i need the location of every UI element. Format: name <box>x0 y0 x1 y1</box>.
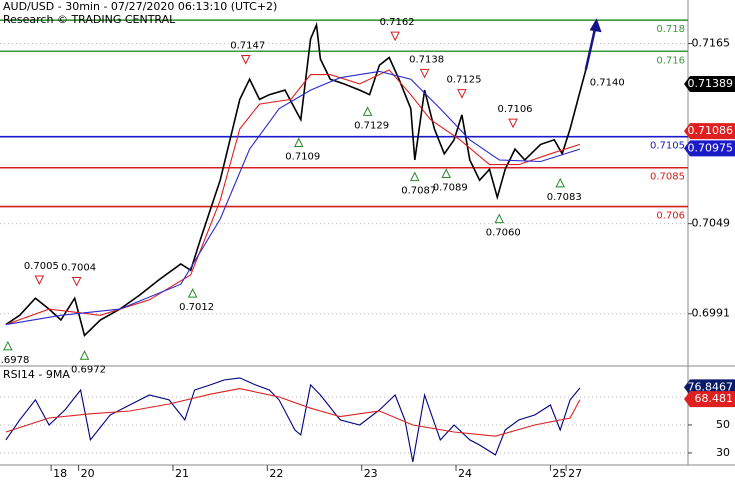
pivot-label: 0.7106 <box>498 104 533 115</box>
price-tag-label: 68.481 <box>695 392 734 405</box>
target-label: 0.7140 <box>590 77 625 88</box>
pivot-low-marker <box>3 340 13 351</box>
series-line <box>5 70 581 326</box>
y-tick-label: 30 <box>716 446 730 459</box>
chart-subtitle: Research © TRADING CENTRAL <box>3 13 176 26</box>
pivot-high-marker <box>71 277 82 287</box>
pivot-label: 0.7089 <box>433 183 468 194</box>
pivot-label: 0.7125 <box>446 75 481 86</box>
pivot-label: 0.7129 <box>354 120 389 131</box>
x-tick-label: 24 <box>458 467 472 480</box>
pivot-low-marker <box>362 106 373 116</box>
target-arrowhead <box>589 18 602 33</box>
pivot-high-marker <box>508 118 518 129</box>
pivot-high-marker <box>240 54 251 65</box>
pivot-label: 0.7005 <box>24 261 59 272</box>
chart-title: AUD/USD - 30min - 07/27/2020 06:13:10 (U… <box>3 0 277 13</box>
level-label: 0.716 <box>656 55 685 66</box>
plot-layer: 0.7165 0.7049 0.6991 0.718 0.716 0.7105 0.7085… <box>0 17 735 480</box>
pivot-label: 0.7162 <box>380 17 415 28</box>
pivot-label: 0.7060 <box>486 228 521 239</box>
pivot-label: 0.7012 <box>179 302 214 313</box>
series-line <box>5 21 587 338</box>
series-line <box>5 388 581 437</box>
price-tag <box>684 76 735 93</box>
x-tick-label: 25 <box>552 467 566 480</box>
pivot-label: 0.7138 <box>409 54 444 65</box>
y-tick-label: 0.7165 <box>692 36 731 49</box>
pivot-low-marker <box>555 177 566 188</box>
y-tick-label: 50 <box>716 418 730 431</box>
rsi-title: RSI14 - 9MA <box>3 368 70 381</box>
pivot-high-marker <box>34 275 45 286</box>
series-line <box>5 69 581 326</box>
level-label: 0.7105 <box>650 141 685 152</box>
x-tick-label: 20 <box>81 467 95 480</box>
pivot-label: 0.7004 <box>61 263 96 274</box>
x-tick-label: 22 <box>269 467 283 480</box>
x-tick-label: 21 <box>175 467 189 480</box>
price-tag-label: 0.71086 <box>688 124 734 137</box>
pivot-high-marker <box>457 89 467 99</box>
price-tag-label: 0.71389 <box>688 77 734 90</box>
pivot-label: 0.7109 <box>285 151 320 162</box>
price-tag <box>684 140 735 157</box>
pivot-high-marker <box>419 68 430 79</box>
price-tag <box>684 391 735 408</box>
pivot-label: 0.7083 <box>547 192 582 203</box>
pivot-low-marker <box>79 350 90 360</box>
pivot-high-marker <box>390 31 400 42</box>
price-tag <box>684 123 735 140</box>
pivot-label: 0.7087 <box>401 186 436 197</box>
y-tick-label: 0.6991 <box>692 307 731 320</box>
x-tick-label: 23 <box>364 467 378 480</box>
x-tick-label: 27 <box>568 467 582 480</box>
pivot-label: 0.6972 <box>71 364 106 375</box>
price-tag-label: 76.8467 <box>688 380 734 393</box>
x-tick-label: 18 <box>53 467 67 480</box>
level-label: 0.718 <box>656 24 685 35</box>
level-label: 0.706 <box>656 211 685 222</box>
level-label: 0.7085 <box>650 172 685 183</box>
pivot-label: 0.7147 <box>230 40 265 51</box>
series-line <box>5 377 581 463</box>
pivot-low-marker <box>409 171 420 182</box>
pivot-low-marker <box>293 137 304 147</box>
pivot-low-marker <box>441 168 452 179</box>
target-arrow <box>584 25 597 71</box>
price-tag-label: 0.70975 <box>688 141 734 154</box>
pivot-low-marker <box>187 288 198 298</box>
pivot-label: 0.6978 <box>0 355 29 366</box>
pivot-low-marker <box>494 213 505 224</box>
y-tick-label: 0.7049 <box>692 217 731 230</box>
